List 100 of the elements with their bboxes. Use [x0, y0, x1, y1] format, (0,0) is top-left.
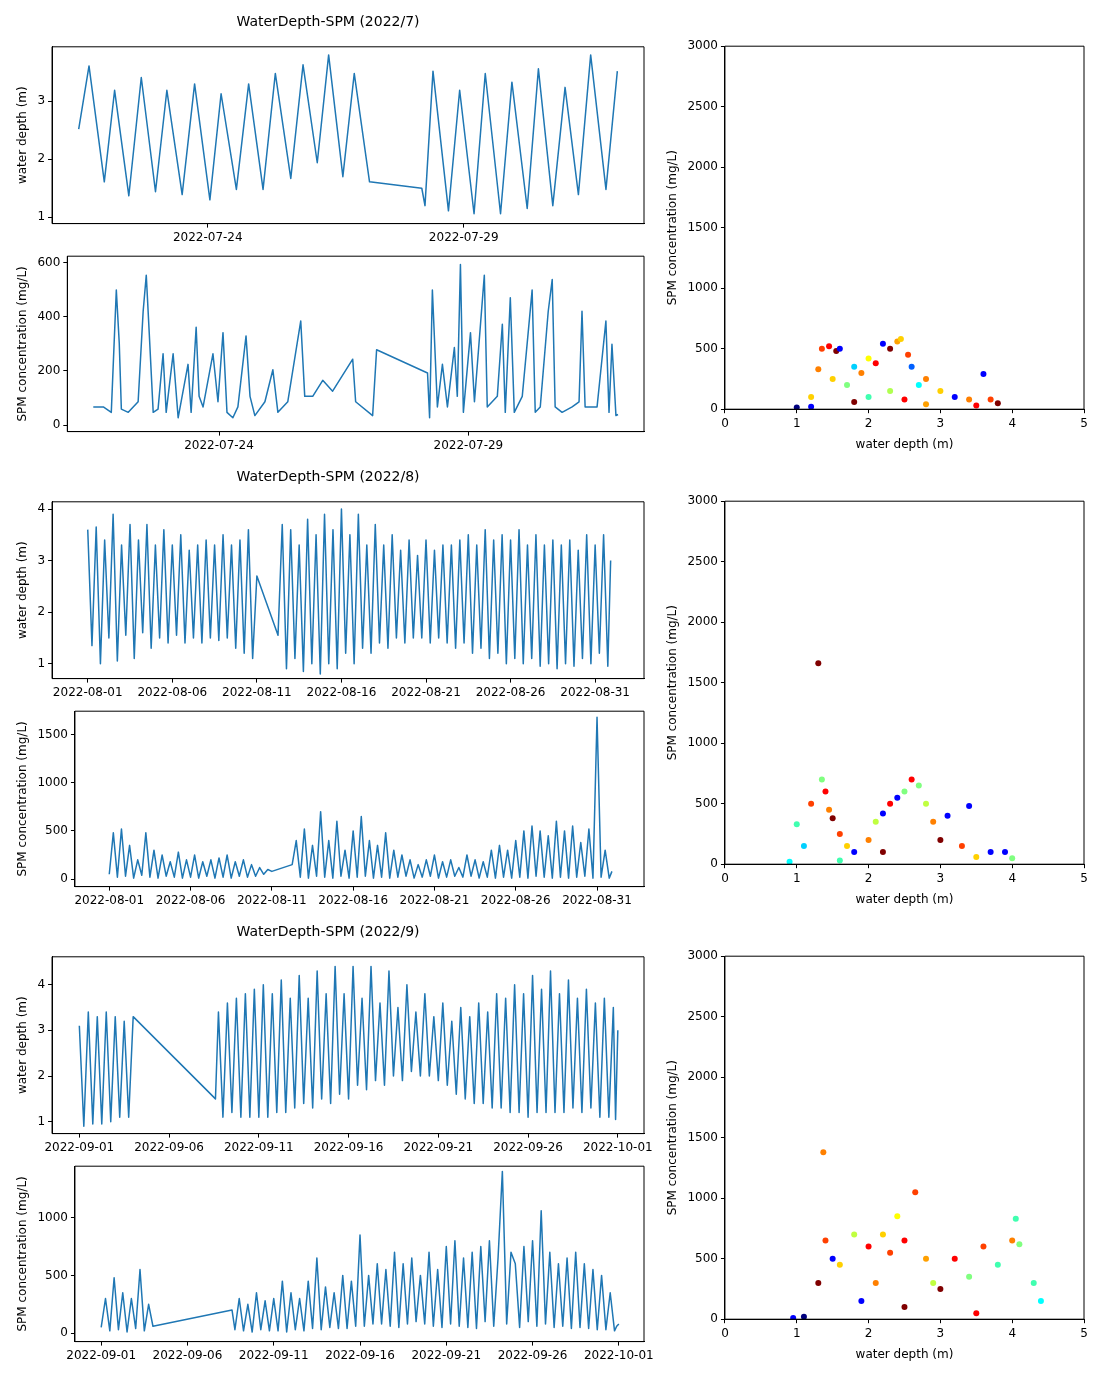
- y-tick-label: 500: [45, 1267, 68, 1282]
- point: [829, 815, 836, 822]
- point: [793, 821, 800, 828]
- point: [872, 818, 879, 825]
- x-tick-label: 5: [1080, 870, 1088, 885]
- point: [790, 1314, 797, 1320]
- point: [937, 1285, 944, 1292]
- y-axis-title: SPM concentration (mg/L): [15, 1176, 30, 1332]
- point: [966, 803, 973, 810]
- y-tick-label: 1000: [37, 774, 68, 789]
- point: [786, 858, 793, 865]
- point: [829, 375, 836, 382]
- y-tick-label: 500: [45, 823, 68, 838]
- point: [865, 394, 872, 401]
- x-tick-label: 1: [792, 415, 801, 430]
- x-tick-label: 2022-10-01: [582, 1139, 653, 1154]
- point: [887, 388, 894, 395]
- x-tick-label: 2022-08-06: [137, 684, 208, 699]
- point: [958, 843, 965, 850]
- point: [865, 1243, 872, 1250]
- x-tick-label: 2022-09-06: [134, 1139, 204, 1154]
- x-tick-label: 2022-07-24: [184, 437, 254, 452]
- x-tick-label: 3: [936, 415, 945, 430]
- x-tick-label: 2022-09-01: [44, 1139, 115, 1154]
- point: [951, 1255, 958, 1262]
- point: [872, 1279, 879, 1286]
- point: [826, 806, 833, 813]
- x-tick-label: 2022-09-06: [152, 1347, 223, 1362]
- point: [987, 396, 994, 403]
- point: [980, 1243, 987, 1250]
- x-tick-label: 2022-08-31: [562, 892, 632, 907]
- point: [851, 1231, 858, 1238]
- point: [944, 812, 951, 819]
- x-tick-label: 2022-09-21: [411, 1347, 482, 1362]
- y-tick-label: 2500: [687, 98, 718, 113]
- point: [858, 369, 865, 376]
- point: [820, 1149, 827, 1156]
- x-tick-label: 2022-09-01: [66, 1347, 137, 1362]
- x-tick-label: 2022-08-01: [74, 892, 145, 907]
- point: [966, 1273, 973, 1280]
- point: [937, 388, 944, 395]
- x-tick-label: 2022-08-26: [475, 684, 546, 699]
- point: [973, 402, 980, 409]
- y-tick-label: 1000: [687, 735, 718, 750]
- chart-title: WaterDepth-SPM (2022/8): [236, 468, 420, 485]
- point: [815, 660, 822, 667]
- y-tick-label: 3000: [687, 38, 718, 53]
- y-tick-label: 3: [37, 552, 46, 567]
- x-tick-label: 2022-09-26: [493, 1139, 563, 1154]
- point: [973, 1310, 980, 1317]
- x-tick-label: 2: [864, 870, 873, 885]
- point: [826, 343, 833, 350]
- x-tick-label: 2022-09-16: [325, 1347, 395, 1362]
- point: [815, 1279, 822, 1286]
- x-tick-label: 2022-08-01: [52, 684, 123, 699]
- point: [951, 394, 958, 401]
- point: [872, 360, 879, 367]
- point: [905, 351, 912, 358]
- point: [818, 345, 825, 352]
- point: [901, 1304, 908, 1311]
- x-tick-label: 4: [1008, 870, 1017, 885]
- y-tick-label: 3000: [687, 948, 718, 963]
- x-tick-label: 1: [792, 870, 801, 885]
- y-axis-title: water depth (m): [15, 541, 30, 640]
- point: [815, 366, 822, 373]
- point: [930, 1279, 937, 1286]
- point: [994, 1261, 1001, 1268]
- y-tick-label: 4: [37, 501, 46, 516]
- point: [887, 345, 894, 352]
- point: [887, 1249, 894, 1256]
- point: [1009, 855, 1016, 862]
- point: [937, 837, 944, 843]
- y-tick-label: 500: [695, 340, 718, 355]
- point: [851, 398, 858, 405]
- chart-title: WaterDepth-SPM (2022/7): [236, 13, 420, 30]
- point: [836, 857, 843, 864]
- y-tick-label: 1500: [687, 1129, 718, 1144]
- point: [836, 830, 843, 837]
- y-tick-label: 500: [695, 1250, 718, 1265]
- point: [793, 404, 800, 410]
- point: [973, 853, 980, 860]
- x-axis-title: water depth (m): [855, 1346, 954, 1361]
- point: [879, 1231, 886, 1238]
- chart-title: WaterDepth-SPM (2022/9): [236, 923, 420, 940]
- point: [1002, 849, 1009, 856]
- y-tick-label: 1000: [687, 280, 718, 295]
- y-tick-label: 200: [37, 363, 61, 377]
- point: [808, 403, 815, 410]
- y-tick-label: 0: [710, 401, 718, 416]
- x-tick-label: 0: [721, 870, 729, 885]
- point: [915, 782, 922, 789]
- point: [800, 843, 807, 850]
- point: [851, 363, 858, 370]
- y-tick-label: 2500: [687, 1008, 718, 1023]
- y-tick-label: 1500: [687, 674, 718, 689]
- point: [844, 843, 851, 850]
- y-tick-label: 2: [37, 151, 46, 166]
- point: [844, 382, 851, 388]
- y-tick-label: 500: [695, 795, 718, 810]
- point: [865, 837, 872, 843]
